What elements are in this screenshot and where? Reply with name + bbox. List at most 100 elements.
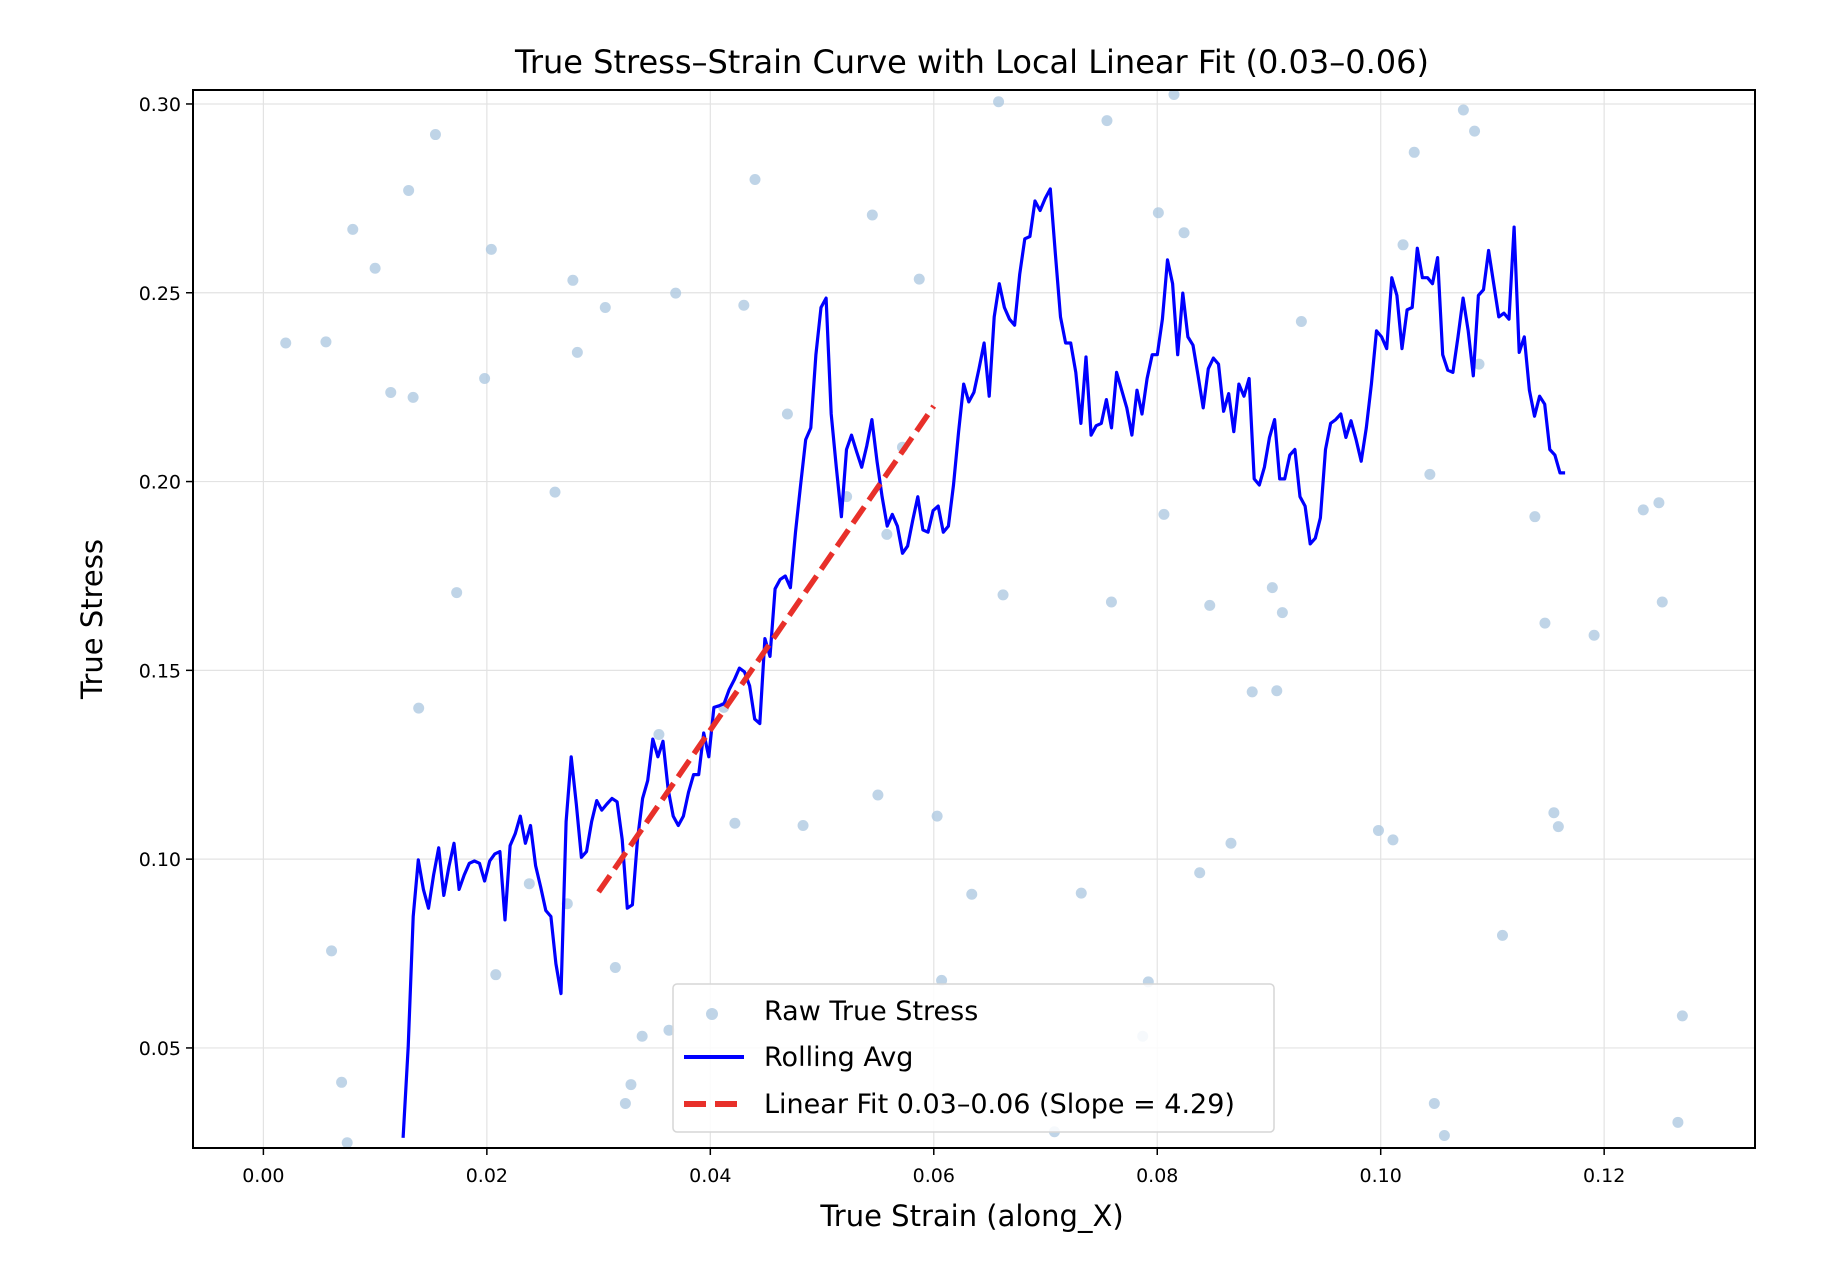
raw-stress-point xyxy=(1372,824,1384,836)
legend-box xyxy=(672,983,1275,1133)
raw-stress-point xyxy=(1387,834,1399,846)
raw-stress-point xyxy=(872,789,884,801)
raw-stress-point xyxy=(1408,146,1420,158)
raw-stress-point xyxy=(1178,227,1190,239)
raw-stress-point xyxy=(523,878,535,890)
raw-stress-point xyxy=(619,1097,631,1109)
raw-stress-point xyxy=(866,209,878,221)
raw-stress-point xyxy=(738,299,750,311)
raw-stress-point xyxy=(1672,1116,1684,1128)
raw-stress-point xyxy=(567,274,579,286)
raw-stress-point xyxy=(749,173,761,185)
raw-stress-point xyxy=(599,301,611,313)
raw-stress-point xyxy=(413,702,425,714)
legend-label-rolling: Rolling Avg xyxy=(764,1042,913,1073)
raw-stress-point xyxy=(993,96,1005,108)
raw-stress-point xyxy=(485,243,497,255)
raw-stress-point xyxy=(1588,629,1600,641)
y-tick-label: 0.10 xyxy=(139,849,181,871)
series-lines xyxy=(401,187,1566,1138)
x-axis-label: True Strain (along_X) xyxy=(819,1199,1123,1233)
raw-stress-point xyxy=(403,184,415,196)
raw-stress-point xyxy=(797,820,809,832)
raw-stress-point xyxy=(1457,104,1469,116)
raw-stress-point xyxy=(1295,315,1307,327)
raw-stress-point xyxy=(1271,685,1283,697)
x-tick-label: 0.12 xyxy=(1583,1165,1625,1187)
raw-stress-scatter xyxy=(280,89,1688,1149)
raw-stress-point xyxy=(385,386,397,398)
y-tick-label: 0.25 xyxy=(139,283,181,305)
raw-stress-point xyxy=(1266,582,1278,594)
rolling-avg-line xyxy=(401,187,1566,1138)
y-tick-label: 0.20 xyxy=(139,472,181,494)
chart-title: True Stress–Strain Curve with Local Line… xyxy=(514,43,1429,81)
raw-stress-point xyxy=(320,336,332,348)
legend: Raw True Stress Rolling Avg Linear Fit 0… xyxy=(672,983,1275,1133)
raw-stress-point xyxy=(1529,511,1541,523)
x-tick-label: 0.06 xyxy=(913,1165,955,1187)
raw-stress-point xyxy=(663,1024,675,1036)
legend-marker-raw xyxy=(706,1008,718,1020)
raw-stress-point xyxy=(1246,686,1258,698)
raw-stress-point xyxy=(1194,867,1206,879)
x-tick-label: 0.00 xyxy=(242,1165,284,1187)
x-tick-label: 0.04 xyxy=(689,1165,731,1187)
raw-stress-point xyxy=(1656,596,1668,608)
raw-stress-point xyxy=(1276,607,1288,619)
raw-stress-point xyxy=(966,888,978,900)
raw-stress-point xyxy=(1539,617,1551,629)
raw-stress-point xyxy=(1473,358,1485,370)
y-tick-label: 0.15 xyxy=(139,660,181,682)
raw-stress-point xyxy=(913,273,925,285)
raw-stress-point xyxy=(407,391,419,403)
raw-stress-point xyxy=(1552,821,1564,833)
y-axis-label: True Stress xyxy=(75,539,109,700)
raw-stress-point xyxy=(1225,837,1237,849)
axis-ticks: 0.00 0.02 0.04 0.06 0.08 0.10 0.12 0.05 0.10 0.15… xyxy=(139,94,1626,1187)
raw-stress-point xyxy=(1397,239,1409,251)
raw-stress-point xyxy=(936,974,948,986)
raw-stress-point xyxy=(1424,468,1436,480)
raw-stress-point xyxy=(1158,508,1170,520)
raw-stress-point xyxy=(625,1079,637,1091)
raw-stress-point xyxy=(280,337,292,349)
raw-stress-point xyxy=(1548,807,1560,819)
raw-stress-point xyxy=(1168,89,1180,101)
raw-stress-point xyxy=(341,1137,353,1149)
raw-stress-point xyxy=(729,817,741,829)
raw-stress-point xyxy=(490,969,502,981)
raw-stress-point xyxy=(1653,497,1665,509)
raw-stress-point xyxy=(571,346,583,358)
legend-label-fit: Linear Fit 0.03–0.06 (Slope = 4.29) xyxy=(764,1089,1235,1120)
raw-stress-point xyxy=(1637,504,1649,516)
raw-stress-point xyxy=(1496,929,1508,941)
raw-stress-point xyxy=(997,589,1009,601)
raw-stress-point xyxy=(781,408,793,420)
raw-stress-point xyxy=(1438,1130,1450,1142)
raw-stress-point xyxy=(479,372,491,384)
linear-fit-line xyxy=(596,404,937,894)
y-tick-label: 0.30 xyxy=(139,94,181,116)
raw-stress-point xyxy=(451,587,463,599)
x-tick-label: 0.08 xyxy=(1136,1165,1178,1187)
raw-stress-point xyxy=(609,962,621,974)
raw-stress-point xyxy=(1075,887,1087,899)
raw-stress-point xyxy=(336,1076,348,1088)
raw-stress-point xyxy=(326,945,338,957)
raw-stress-point xyxy=(1105,596,1117,608)
x-tick-label: 0.10 xyxy=(1360,1165,1402,1187)
raw-stress-point xyxy=(1428,1097,1440,1109)
raw-stress-point xyxy=(931,810,943,822)
raw-stress-point xyxy=(1101,115,1113,127)
raw-stress-point xyxy=(1152,207,1164,219)
raw-stress-point xyxy=(549,486,561,498)
raw-stress-point xyxy=(347,223,359,235)
raw-stress-point xyxy=(429,129,441,141)
y-tick-label: 0.05 xyxy=(139,1038,181,1060)
raw-stress-point xyxy=(1204,599,1216,611)
raw-stress-point xyxy=(1469,125,1481,137)
raw-stress-point xyxy=(636,1030,648,1042)
plot-frame xyxy=(192,89,1756,1149)
